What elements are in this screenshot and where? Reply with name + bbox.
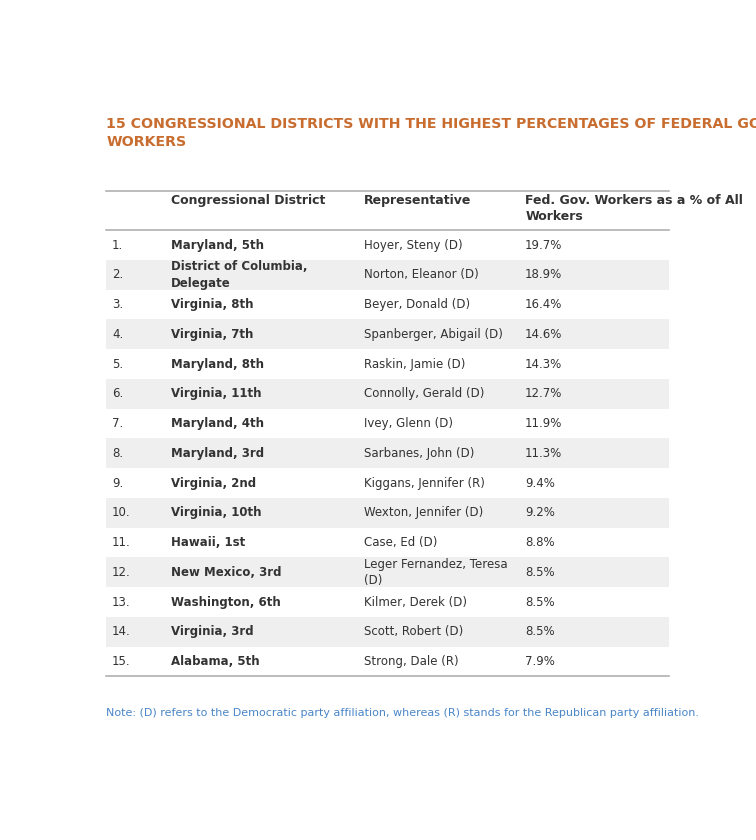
Bar — [106, 438, 668, 468]
Text: Scott, Robert (D): Scott, Robert (D) — [364, 625, 463, 638]
Text: Spanberger, Abigail (D): Spanberger, Abigail (D) — [364, 328, 503, 341]
Text: 12.7%: 12.7% — [525, 387, 562, 401]
Text: 14.: 14. — [112, 625, 131, 638]
Text: Virginia, 7th: Virginia, 7th — [171, 328, 253, 341]
Text: Beyer, Donald (D): Beyer, Donald (D) — [364, 298, 470, 311]
Text: 9.2%: 9.2% — [525, 507, 555, 519]
Text: Fed. Gov. Workers as a % of All
Workers: Fed. Gov. Workers as a % of All Workers — [525, 194, 743, 223]
Text: Virginia, 10th: Virginia, 10th — [171, 507, 261, 519]
Text: 1.: 1. — [112, 239, 123, 251]
Text: 7.: 7. — [112, 417, 123, 430]
Text: Hoyer, Steny (D): Hoyer, Steny (D) — [364, 239, 463, 251]
Text: Virginia, 2nd: Virginia, 2nd — [171, 476, 256, 490]
Text: 9.4%: 9.4% — [525, 476, 555, 490]
Text: 14.3%: 14.3% — [525, 358, 562, 370]
Text: Maryland, 8th: Maryland, 8th — [171, 358, 264, 370]
Text: Virginia, 8th: Virginia, 8th — [171, 298, 253, 311]
Text: Ivey, Glenn (D): Ivey, Glenn (D) — [364, 417, 453, 430]
Text: Maryland, 4th: Maryland, 4th — [171, 417, 264, 430]
Text: Representative: Representative — [364, 194, 472, 207]
Text: 14.6%: 14.6% — [525, 328, 562, 341]
Text: Wexton, Jennifer (D): Wexton, Jennifer (D) — [364, 507, 483, 519]
Text: District of Columbia,
Delegate: District of Columbia, Delegate — [171, 260, 307, 290]
Text: Leger Fernandez, Teresa
(D): Leger Fernandez, Teresa (D) — [364, 558, 507, 587]
Text: 8.5%: 8.5% — [525, 625, 555, 638]
Text: 3.: 3. — [112, 298, 123, 311]
Text: 11.9%: 11.9% — [525, 417, 562, 430]
Text: 15.: 15. — [112, 655, 131, 668]
Text: 16.4%: 16.4% — [525, 298, 562, 311]
Text: 8.5%: 8.5% — [525, 596, 555, 608]
Text: Connolly, Gerald (D): Connolly, Gerald (D) — [364, 387, 485, 401]
Text: 8.5%: 8.5% — [525, 566, 555, 579]
Text: Virginia, 3rd: Virginia, 3rd — [171, 625, 253, 638]
Text: 13.: 13. — [112, 596, 131, 608]
Bar — [106, 498, 668, 528]
Text: Washington, 6th: Washington, 6th — [171, 596, 280, 608]
Text: Alabama, 5th: Alabama, 5th — [171, 655, 259, 668]
Text: 12.: 12. — [112, 566, 131, 579]
Text: 7.9%: 7.9% — [525, 655, 555, 668]
Text: Maryland, 3rd: Maryland, 3rd — [171, 447, 264, 459]
Text: 19.7%: 19.7% — [525, 239, 562, 251]
Text: Note: (D) refers to the Democratic party affiliation, whereas (R) stands for the: Note: (D) refers to the Democratic party… — [106, 708, 699, 718]
Text: 6.: 6. — [112, 387, 123, 401]
Text: New Mexico, 3rd: New Mexico, 3rd — [171, 566, 281, 579]
Text: Congressional District: Congressional District — [171, 194, 325, 207]
Text: 8.8%: 8.8% — [525, 536, 555, 549]
Text: Case, Ed (D): Case, Ed (D) — [364, 536, 438, 549]
Text: 8.: 8. — [112, 447, 123, 459]
Bar — [106, 617, 668, 647]
Text: Maryland, 5th: Maryland, 5th — [171, 239, 264, 251]
Text: Virginia, 11th: Virginia, 11th — [171, 387, 261, 401]
Text: 4.: 4. — [112, 328, 123, 341]
Text: Kilmer, Derek (D): Kilmer, Derek (D) — [364, 596, 467, 608]
Text: Hawaii, 1st: Hawaii, 1st — [171, 536, 245, 549]
Text: 15 CONGRESSIONAL DISTRICTS WITH THE HIGHEST PERCENTAGES OF FEDERAL GOVERNMENT
WO: 15 CONGRESSIONAL DISTRICTS WITH THE HIGH… — [106, 117, 756, 150]
Text: Raskin, Jamie (D): Raskin, Jamie (D) — [364, 358, 466, 370]
Bar — [106, 558, 668, 587]
Text: Sarbanes, John (D): Sarbanes, John (D) — [364, 447, 474, 459]
Bar — [106, 319, 668, 349]
Text: 11.: 11. — [112, 536, 131, 549]
Bar — [106, 260, 668, 290]
Text: 2.: 2. — [112, 268, 123, 281]
Text: Kiggans, Jennifer (R): Kiggans, Jennifer (R) — [364, 476, 485, 490]
Text: 18.9%: 18.9% — [525, 268, 562, 281]
Text: 10.: 10. — [112, 507, 131, 519]
Text: 9.: 9. — [112, 476, 123, 490]
Bar — [106, 379, 668, 409]
Text: 11.3%: 11.3% — [525, 447, 562, 459]
Text: Norton, Eleanor (D): Norton, Eleanor (D) — [364, 268, 479, 281]
Text: 5.: 5. — [112, 358, 123, 370]
Text: Strong, Dale (R): Strong, Dale (R) — [364, 655, 459, 668]
